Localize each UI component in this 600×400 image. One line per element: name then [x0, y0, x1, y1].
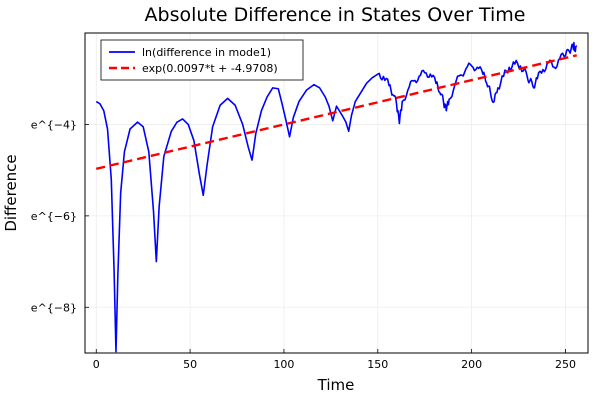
x-tick-label: 250	[555, 358, 576, 371]
plot-frame	[84, 32, 589, 354]
legend-label-series-2: exp(0.0097*t + -4.9708)	[142, 62, 278, 75]
series-line-fit	[95, 54, 578, 170]
x-tick-label: 50	[183, 358, 197, 371]
series-line-mode1	[95, 41, 578, 353]
x-tick-label: 150	[367, 358, 388, 371]
x-ticks: 0 50 100 150 200 250	[93, 349, 576, 371]
x-tick-label: 200	[461, 358, 482, 371]
y-axis-title: Difference	[2, 154, 20, 231]
y-ticks: e^{−4} e^{−6} e^{−8}	[31, 118, 89, 314]
y-tick-label: e^{−6}	[31, 210, 77, 223]
grid-lines	[85, 33, 588, 353]
x-tick-label: 100	[273, 358, 294, 371]
y-tick-label: e^{−8}	[31, 301, 77, 314]
y-tick-label: e^{−4}	[31, 118, 77, 131]
legend: ln(difference in mode1) exp(0.0097*t + -…	[100, 39, 304, 81]
x-tick-label: 0	[93, 358, 100, 371]
chart-title: Absolute Difference in States Over Time	[145, 4, 526, 26]
legend-box	[100, 39, 304, 81]
legend-label-series-1: ln(difference in mode1)	[142, 46, 271, 59]
series-layer	[95, 41, 578, 353]
x-axis-title: Time	[317, 376, 355, 394]
